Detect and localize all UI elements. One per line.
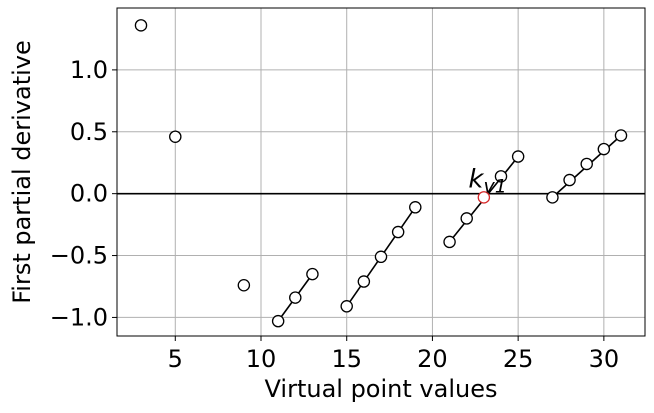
data-point bbox=[391, 225, 405, 239]
y-tick-label: 1.0 bbox=[70, 56, 108, 84]
data-points bbox=[134, 19, 628, 328]
x-tick-label: 25 bbox=[503, 345, 534, 373]
x-tick-label: 15 bbox=[331, 345, 362, 373]
y-tick-label: −1.0 bbox=[50, 303, 108, 331]
plot-frame bbox=[116, 7, 646, 337]
data-point bbox=[494, 170, 508, 183]
data-point bbox=[460, 212, 473, 225]
data-point bbox=[271, 314, 285, 328]
y-tick-label: −0.5 bbox=[50, 242, 108, 270]
data-point bbox=[614, 129, 628, 142]
data-point bbox=[169, 130, 182, 143]
data-point bbox=[563, 173, 576, 187]
data-point bbox=[357, 275, 371, 288]
data-point bbox=[511, 150, 525, 163]
data-point bbox=[289, 291, 302, 304]
fit-lines bbox=[277, 134, 622, 322]
x-tick-label: 30 bbox=[589, 345, 620, 373]
data-point bbox=[374, 250, 388, 264]
y-tick-label: 0.0 bbox=[70, 180, 108, 208]
data-point bbox=[237, 279, 251, 292]
data-point bbox=[306, 267, 319, 281]
y-axis-label: First partial derivative bbox=[8, 40, 36, 304]
annotation-base: k bbox=[468, 164, 484, 194]
data-point bbox=[340, 300, 353, 313]
data-point bbox=[580, 157, 593, 171]
data-point bbox=[597, 142, 611, 156]
annotation-kv1: kv1 bbox=[468, 164, 506, 197]
annotation-subscript: v1 bbox=[483, 175, 506, 197]
x-tick-label: 10 bbox=[246, 345, 277, 373]
x-tick-label: 5 bbox=[168, 345, 183, 373]
grid bbox=[117, 8, 645, 336]
data-point bbox=[134, 19, 148, 32]
x-tick-label: 20 bbox=[417, 345, 448, 373]
ticks: 5 10 15 20 25 30 1.0 0.5 0.0 −0.5 −1.0 bbox=[50, 56, 619, 373]
data-point bbox=[546, 191, 559, 204]
data-point bbox=[409, 201, 422, 214]
y-tick-label: 0.5 bbox=[70, 118, 108, 146]
data-point bbox=[443, 235, 456, 249]
plot-border bbox=[116, 7, 646, 337]
highlight-point bbox=[477, 191, 491, 204]
x-axis-label: Virtual point values bbox=[265, 375, 498, 403]
